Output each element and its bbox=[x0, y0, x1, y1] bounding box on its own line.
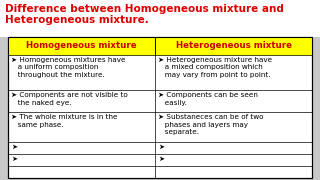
Text: ➤: ➤ bbox=[11, 156, 17, 162]
Text: ➤: ➤ bbox=[158, 156, 164, 162]
Text: ➤ Heterogeneous mixture have
   a mixed composition which
   may vary from point: ➤ Heterogeneous mixture have a mixed com… bbox=[158, 57, 272, 78]
FancyBboxPatch shape bbox=[0, 0, 320, 37]
FancyBboxPatch shape bbox=[8, 37, 312, 178]
Text: Difference between Homogeneous mixture and: Difference between Homogeneous mixture a… bbox=[5, 4, 284, 14]
Text: ➤: ➤ bbox=[158, 144, 164, 150]
Text: Heterogeneous mixture: Heterogeneous mixture bbox=[175, 42, 292, 51]
Text: Homogeneous mixture: Homogeneous mixture bbox=[26, 42, 137, 51]
FancyBboxPatch shape bbox=[8, 37, 155, 55]
Text: ➤ The whole mixture is in the
   same phase.: ➤ The whole mixture is in the same phase… bbox=[11, 114, 117, 127]
Text: ➤ Homogeneous mixtures have
   a uniform composition
   throughout the mixture.: ➤ Homogeneous mixtures have a uniform co… bbox=[11, 57, 125, 78]
Text: Heterogeneous mixture.: Heterogeneous mixture. bbox=[5, 15, 149, 25]
Text: ➤ Components can be seen
   easily.: ➤ Components can be seen easily. bbox=[158, 92, 258, 105]
Text: ➤: ➤ bbox=[11, 144, 17, 150]
FancyBboxPatch shape bbox=[155, 37, 312, 55]
Text: ➤ Substaneces can be of two
   phases and layers may
   separate.: ➤ Substaneces can be of two phases and l… bbox=[158, 114, 263, 135]
Text: ➤ Components are not visible to
   the naked eye.: ➤ Components are not visible to the nake… bbox=[11, 92, 128, 105]
